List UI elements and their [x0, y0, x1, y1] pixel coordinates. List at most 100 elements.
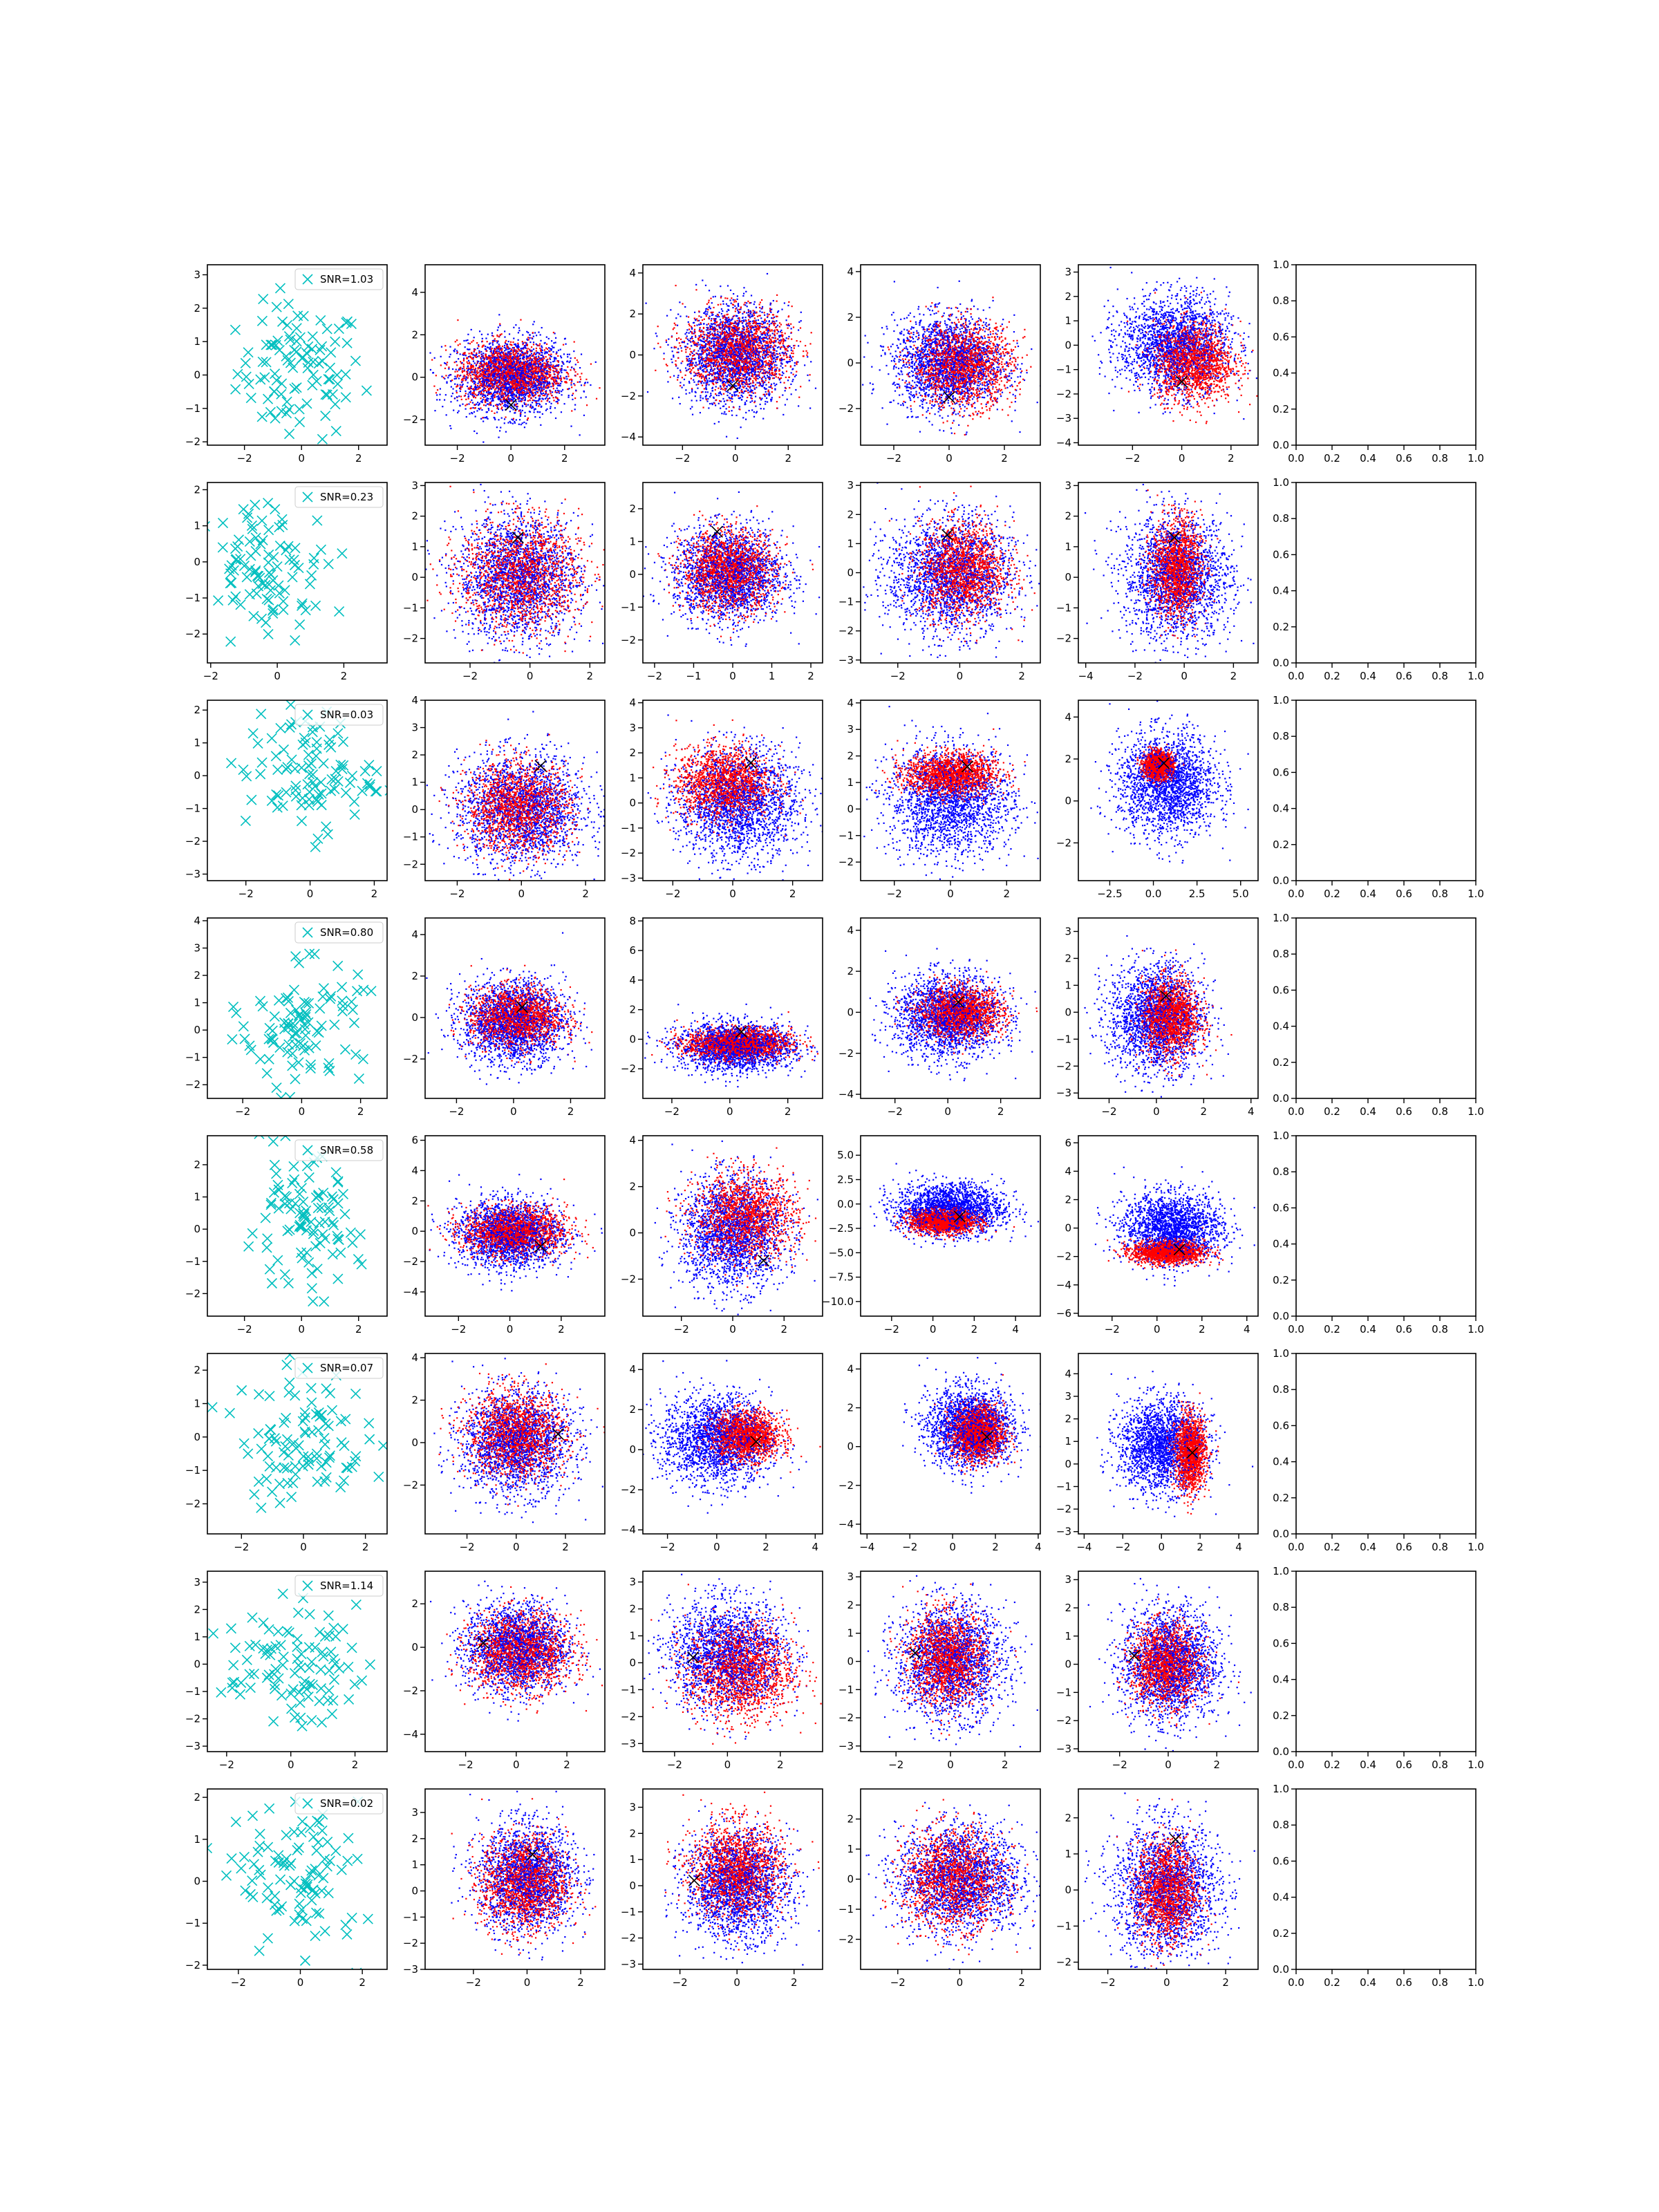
red-point — [512, 341, 514, 343]
red-point — [507, 379, 509, 380]
red-point — [503, 393, 505, 395]
blue-point — [531, 372, 532, 373]
blue-point — [491, 357, 493, 359]
red-point — [518, 389, 519, 391]
blue-point — [776, 320, 777, 321]
blue-point — [480, 391, 481, 392]
red-point — [512, 350, 514, 351]
red-point — [507, 371, 509, 373]
red-point — [522, 377, 523, 379]
red-point — [471, 380, 472, 382]
red-point — [557, 377, 559, 378]
blue-point — [546, 337, 547, 338]
blue-point — [516, 382, 517, 383]
blue-point — [563, 364, 564, 365]
red-point — [545, 356, 547, 357]
blue-point — [739, 374, 740, 375]
red-point — [456, 376, 458, 377]
blue-point — [501, 373, 503, 374]
red-point — [546, 366, 547, 368]
blue-point — [511, 389, 512, 391]
blue-point — [706, 400, 708, 402]
blue-point — [765, 377, 767, 379]
red-point — [518, 392, 519, 393]
blue-point — [550, 408, 551, 409]
blue-point — [709, 316, 710, 317]
red-point — [557, 402, 559, 404]
blue-point — [493, 350, 494, 352]
blue-point — [474, 411, 475, 413]
blue-point — [702, 279, 703, 281]
blue-point — [527, 351, 528, 353]
blue-point — [699, 344, 700, 345]
blue-point — [550, 406, 551, 407]
red-point — [532, 377, 534, 379]
blue-point — [522, 410, 523, 411]
y-tick-label: 4 — [411, 286, 418, 299]
blue-point — [522, 379, 523, 380]
red-point — [480, 407, 481, 409]
blue-point — [751, 316, 752, 317]
blue-point — [758, 319, 759, 321]
red-point — [529, 378, 530, 379]
red-point — [532, 365, 533, 366]
red-point — [510, 360, 512, 362]
blue-point — [764, 375, 765, 377]
blue-point — [534, 400, 536, 402]
blue-point — [709, 371, 710, 373]
blue-point — [456, 361, 457, 362]
red-point — [506, 356, 507, 357]
blue-point — [512, 347, 514, 348]
red-point — [445, 349, 447, 350]
blue-point — [567, 361, 568, 362]
blue-point — [480, 371, 481, 372]
blue-point — [493, 393, 494, 394]
red-point — [478, 346, 479, 347]
red-point — [550, 391, 551, 392]
red-point — [519, 371, 521, 373]
red-point — [514, 347, 515, 348]
blue-point — [544, 379, 545, 380]
blue-point — [709, 290, 710, 291]
red-point — [512, 382, 514, 383]
blue-point — [580, 397, 581, 398]
blue-point — [567, 356, 568, 357]
blue-point — [551, 403, 552, 404]
blue-point — [476, 365, 477, 366]
red-point — [500, 399, 501, 400]
blue-point — [772, 332, 774, 334]
blue-point — [556, 388, 558, 389]
blue-point — [525, 382, 527, 383]
blue-point — [476, 378, 478, 379]
red-point — [476, 353, 477, 354]
blue-point — [511, 350, 512, 352]
blue-point — [550, 412, 552, 413]
blue-point — [737, 334, 738, 335]
red-point — [552, 364, 554, 366]
blue-point — [676, 339, 677, 341]
blue-point — [560, 355, 561, 357]
red-point — [503, 397, 504, 398]
blue-point — [579, 381, 581, 382]
y-tick-label: −2 — [185, 435, 200, 448]
red-point — [440, 364, 442, 366]
blue-point — [524, 345, 525, 346]
red-point — [465, 393, 467, 394]
blue-point — [780, 382, 781, 383]
red-point — [488, 370, 489, 371]
blue-point — [672, 350, 673, 352]
blue-point — [566, 378, 568, 379]
blue-point — [679, 403, 681, 404]
red-point — [474, 349, 476, 350]
blue-point — [509, 389, 511, 391]
x-tick-label: 2 — [561, 452, 568, 465]
blue-point — [766, 397, 767, 399]
blue-point — [429, 352, 431, 353]
red-point — [469, 353, 470, 354]
blue-point — [750, 332, 751, 333]
red-point — [543, 375, 545, 376]
blue-point — [531, 353, 532, 355]
blue-point — [545, 373, 546, 374]
blue-point — [521, 382, 522, 383]
red-point — [451, 379, 453, 381]
